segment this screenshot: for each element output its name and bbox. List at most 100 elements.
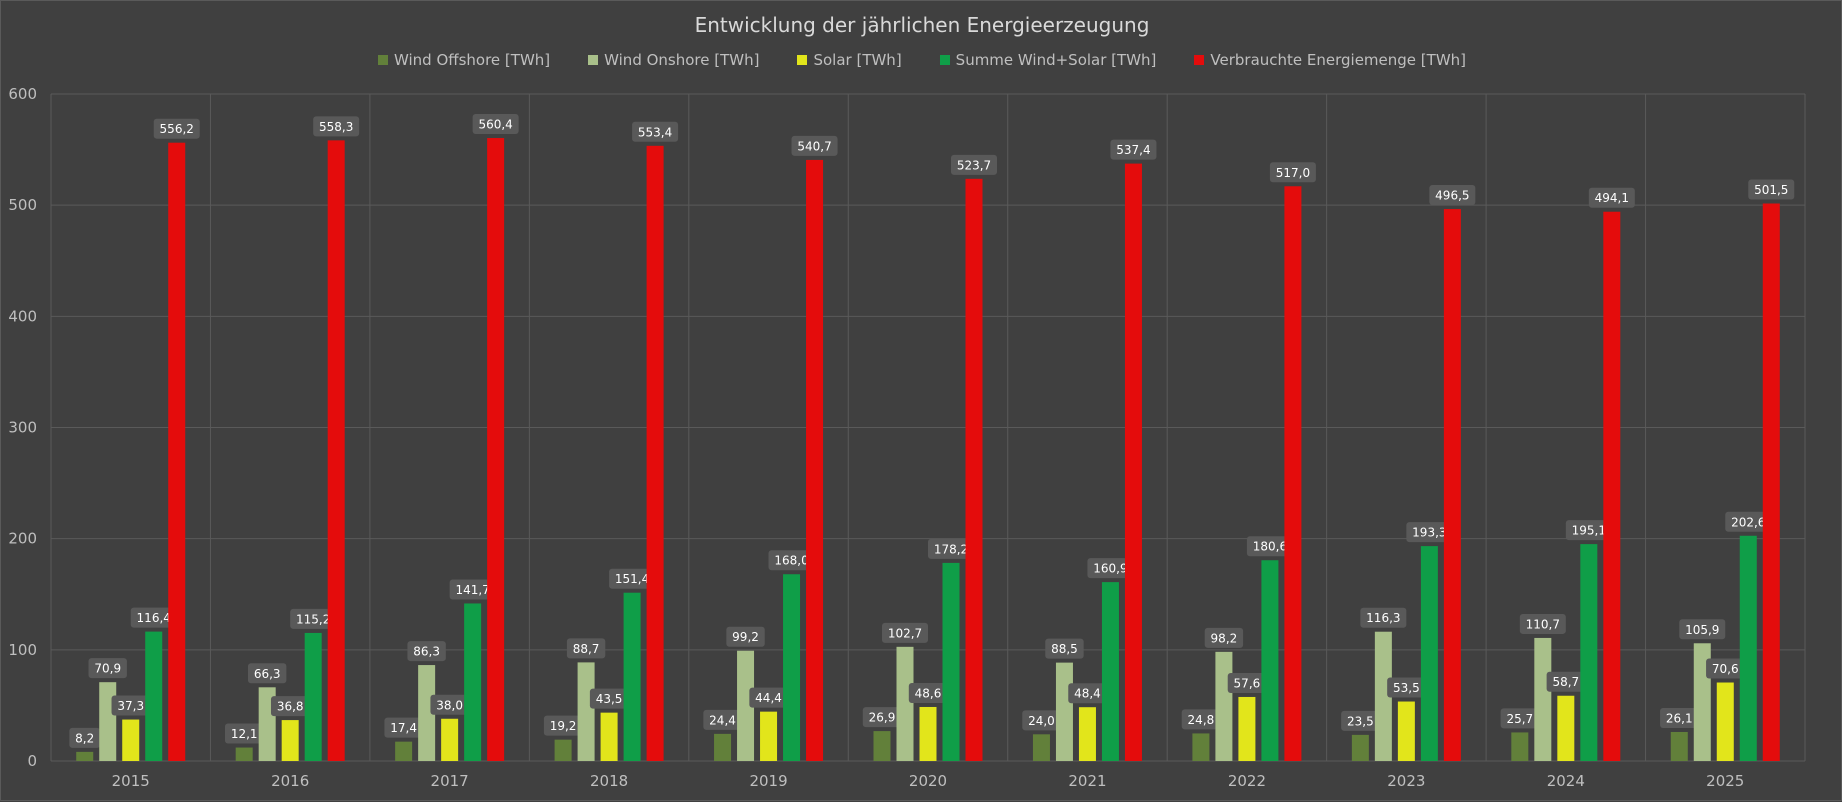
data-label: 168,0 bbox=[774, 554, 808, 568]
bar bbox=[1420, 546, 1438, 761]
data-label: 88,5 bbox=[1051, 642, 1078, 656]
data-label: 17,4 bbox=[390, 721, 417, 735]
data-label: 553,4 bbox=[638, 125, 672, 139]
data-label: 99,2 bbox=[732, 630, 759, 644]
bar bbox=[1716, 682, 1734, 761]
bar bbox=[737, 650, 755, 761]
data-label: 53,5 bbox=[1393, 681, 1420, 695]
y-tick-label: 500 bbox=[8, 196, 37, 214]
bar bbox=[487, 138, 505, 762]
x-tick-label: 2025 bbox=[1706, 772, 1744, 790]
bar bbox=[1261, 560, 1279, 761]
data-label: 24,0 bbox=[1028, 714, 1055, 728]
data-label: 58,7 bbox=[1552, 675, 1579, 689]
data-label-box bbox=[1406, 522, 1453, 543]
x-tick-label: 2023 bbox=[1387, 772, 1425, 790]
legend: Wind Offshore [TWh] Wind Onshore [TWh] Sol… bbox=[1, 51, 1842, 69]
bar bbox=[1397, 701, 1415, 761]
bar bbox=[1351, 734, 1369, 761]
data-label: 540,7 bbox=[797, 139, 831, 153]
bar bbox=[464, 603, 482, 761]
data-label: 26,9 bbox=[869, 711, 896, 725]
y-tick-label: 100 bbox=[8, 641, 37, 659]
bar bbox=[623, 592, 641, 761]
data-label: 105,9 bbox=[1685, 623, 1719, 637]
data-label: 26,1 bbox=[1666, 711, 1693, 725]
data-label-box bbox=[1500, 708, 1540, 729]
data-label-box bbox=[928, 538, 974, 559]
data-label-box bbox=[1748, 179, 1795, 200]
data-label: 12,1 bbox=[231, 727, 258, 741]
data-label: 19,2 bbox=[550, 719, 577, 733]
bar bbox=[1124, 163, 1142, 761]
data-label-box bbox=[882, 622, 928, 643]
data-label: 116,4 bbox=[137, 611, 171, 625]
bar bbox=[1580, 544, 1598, 761]
data-label-box bbox=[908, 682, 948, 703]
data-label-box bbox=[749, 687, 788, 708]
data-label: 195,1 bbox=[1572, 524, 1606, 538]
legend-item: Summe Wind+Solar [TWh] bbox=[939, 51, 1156, 69]
data-label-box bbox=[247, 663, 287, 684]
data-label-box bbox=[1706, 658, 1745, 679]
data-label-box bbox=[130, 607, 177, 628]
data-label-box bbox=[1660, 707, 1699, 728]
data-label-box bbox=[111, 695, 150, 716]
data-label-box bbox=[69, 727, 101, 748]
data-label-box bbox=[290, 608, 337, 629]
bar bbox=[145, 631, 163, 761]
data-label-box bbox=[1429, 185, 1476, 206]
bar bbox=[418, 665, 436, 761]
data-label: 193,3 bbox=[1412, 526, 1446, 540]
data-label: 8,2 bbox=[75, 731, 94, 745]
legend-swatch bbox=[797, 55, 808, 65]
bar bbox=[577, 662, 595, 761]
data-label: 202,6 bbox=[1731, 515, 1765, 529]
bar bbox=[281, 720, 299, 761]
bar bbox=[1055, 662, 1073, 761]
data-label-box bbox=[153, 118, 200, 139]
data-label: 178,2 bbox=[934, 542, 968, 556]
bar bbox=[304, 632, 322, 761]
chart-title: Entwicklung der jährlichen Energieerzeug… bbox=[694, 13, 1150, 37]
bar bbox=[235, 747, 253, 761]
data-label-box bbox=[472, 114, 519, 135]
x-tick-label: 2017 bbox=[431, 772, 469, 790]
data-label: 43,5 bbox=[596, 692, 623, 706]
bar bbox=[1511, 732, 1529, 761]
x-tick-label: 2018 bbox=[590, 772, 628, 790]
bar bbox=[600, 712, 618, 761]
data-label-box bbox=[313, 116, 360, 137]
data-label: 496,5 bbox=[1435, 189, 1469, 203]
data-label-box bbox=[1068, 683, 1107, 704]
bar bbox=[1284, 186, 1302, 762]
data-label-box bbox=[726, 626, 765, 647]
data-label: 36,8 bbox=[277, 700, 304, 714]
bar bbox=[646, 145, 664, 762]
data-label-box bbox=[224, 723, 264, 744]
data-label: 70,6 bbox=[1712, 662, 1739, 676]
data-label-box bbox=[384, 717, 423, 738]
data-label-box bbox=[1204, 627, 1244, 648]
bar bbox=[99, 682, 117, 761]
bar bbox=[395, 741, 413, 761]
data-label-box bbox=[951, 154, 997, 175]
data-label: 494,1 bbox=[1595, 191, 1629, 205]
data-label-box bbox=[791, 135, 838, 156]
data-label-box bbox=[449, 579, 496, 600]
legend-label: Verbrauchte Energiemenge [TWh] bbox=[1210, 51, 1467, 69]
legend-label: Solar [TWh] bbox=[813, 51, 902, 69]
legend-item: Verbrauchte Energiemenge [TWh] bbox=[1194, 51, 1466, 69]
bar bbox=[919, 706, 937, 761]
data-label-box bbox=[1360, 607, 1407, 628]
data-label: 160,9 bbox=[1093, 562, 1127, 576]
data-label-box bbox=[566, 638, 606, 659]
bar bbox=[1078, 707, 1096, 761]
data-label: 38,0 bbox=[436, 698, 463, 712]
bar bbox=[1739, 535, 1757, 761]
y-tick-label: 600 bbox=[8, 85, 37, 103]
data-label: 88,7 bbox=[573, 642, 600, 656]
x-tick-label: 2024 bbox=[1547, 772, 1585, 790]
